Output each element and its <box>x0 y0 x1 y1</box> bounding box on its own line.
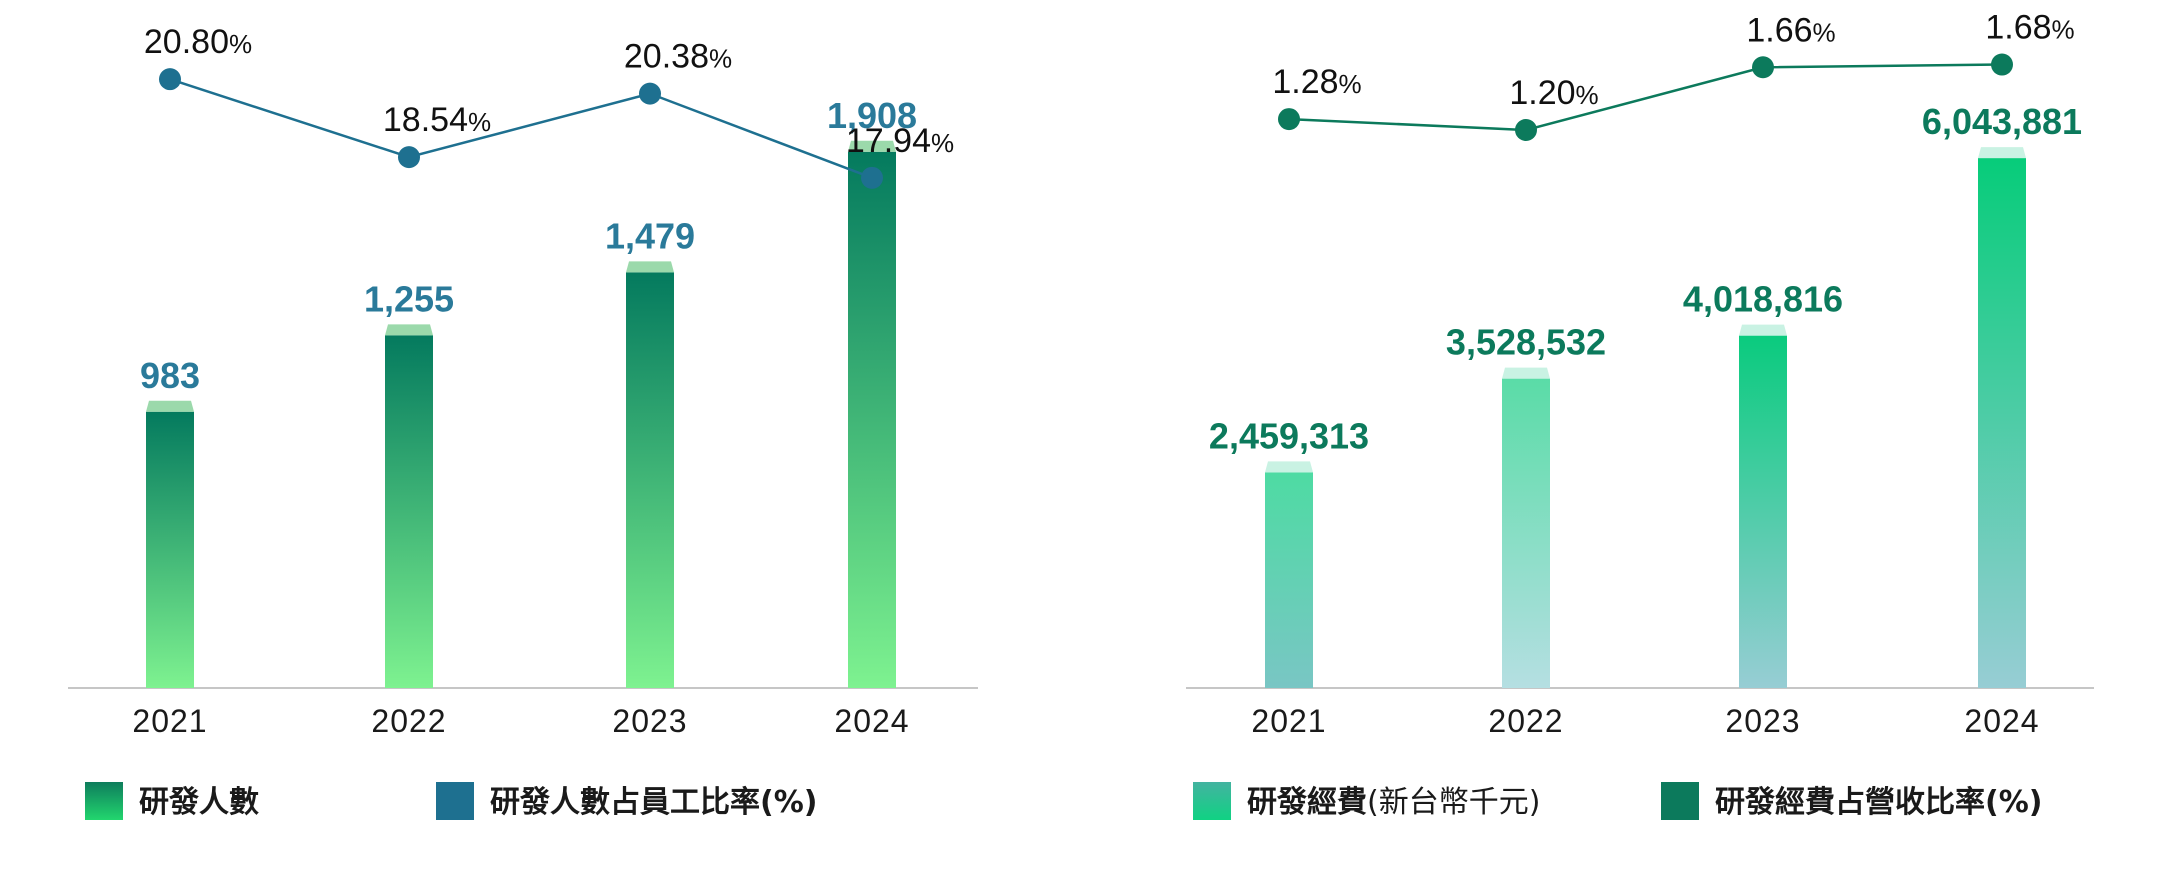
bar <box>1502 378 1550 688</box>
x-tick-label: 2023 <box>612 703 687 739</box>
bar-cap <box>848 140 896 152</box>
line-point <box>639 82 661 105</box>
bar <box>146 411 194 688</box>
x-tick-label: 2024 <box>1964 703 2039 739</box>
x-tick-label: 2021 <box>132 703 207 739</box>
line-series <box>1288 63 2003 132</box>
bar-cap <box>1502 367 1550 379</box>
line-value-label: 1.20% <box>1509 74 1598 112</box>
line-point <box>861 166 883 189</box>
legend: 研發人數 研發人數占員工比率(%) <box>85 782 817 820</box>
bar-cap <box>1265 461 1313 473</box>
chart-rd-expense: 2,459,313 3,528,532 4,018,816 6,043,881 1.2… <box>1186 9 2094 820</box>
line-value-label: 20.38% <box>624 38 732 76</box>
legend-swatch-line <box>436 782 474 820</box>
bar-cap <box>1978 147 2026 159</box>
legend: 研發經費(新台幣千元) 研發經費占營收比率(%) <box>1193 782 2042 820</box>
bar-value-label: 983 <box>140 355 200 396</box>
bar <box>1739 335 1787 688</box>
legend-label-bar: 研發人數 <box>139 785 259 820</box>
line-point <box>159 68 181 91</box>
chart-rd-headcount: 983 1,255 1,479 1,908 20.80% 18.54% 20.38% 17.… <box>68 23 978 820</box>
legend-swatch-bar <box>1193 782 1231 820</box>
bar <box>1265 472 1313 688</box>
legend-label-line: 研發人數占員工比率(%) <box>490 785 817 820</box>
x-tick-label: 2024 <box>834 703 909 739</box>
bar <box>385 335 433 688</box>
bar-value-label: 4,018,816 <box>1683 279 1843 320</box>
line-point <box>398 146 420 169</box>
legend-label-line: 研發經費占營收比率(%) <box>1715 785 2042 820</box>
bar-value-label: 1,908 <box>827 95 917 136</box>
line-value-label: 1.66% <box>1746 11 1835 49</box>
bar-value-label: 1,255 <box>364 278 454 319</box>
x-tick-label: 2022 <box>1488 703 1563 739</box>
x-tick-label: 2022 <box>371 703 446 739</box>
legend-swatch-bar <box>85 782 123 820</box>
x-tick-label: 2023 <box>1725 703 1800 739</box>
legend-label-bar: 研發經費(新台幣千元) <box>1247 785 1540 820</box>
bar <box>626 272 674 688</box>
line-value-label: 17.94% <box>846 122 954 160</box>
x-tick-label: 2021 <box>1251 703 1326 739</box>
bar-value-label: 2,459,313 <box>1209 415 1369 456</box>
line-value-label: 18.54% <box>383 101 491 139</box>
bar-cap <box>385 324 433 336</box>
legend-swatch-line <box>1661 782 1699 820</box>
line-series <box>169 77 873 179</box>
bar-cap <box>626 261 674 273</box>
line-value-label: 1.28% <box>1272 63 1361 101</box>
bar-value-label: 6,043,881 <box>1922 101 2082 142</box>
bar <box>1978 158 2026 688</box>
bar <box>848 151 896 688</box>
line-point <box>1278 108 1300 131</box>
bar-cap <box>146 400 194 412</box>
bar-cap <box>1739 324 1787 336</box>
line-point <box>1752 56 1774 79</box>
bar-value-label: 3,528,532 <box>1446 322 1606 363</box>
bar-value-label: 1,479 <box>605 215 695 256</box>
line-value-label: 20.80% <box>144 23 252 61</box>
line-point <box>1991 53 2013 76</box>
line-point <box>1515 119 1537 141</box>
line-value-label: 1.68% <box>1985 9 2074 47</box>
